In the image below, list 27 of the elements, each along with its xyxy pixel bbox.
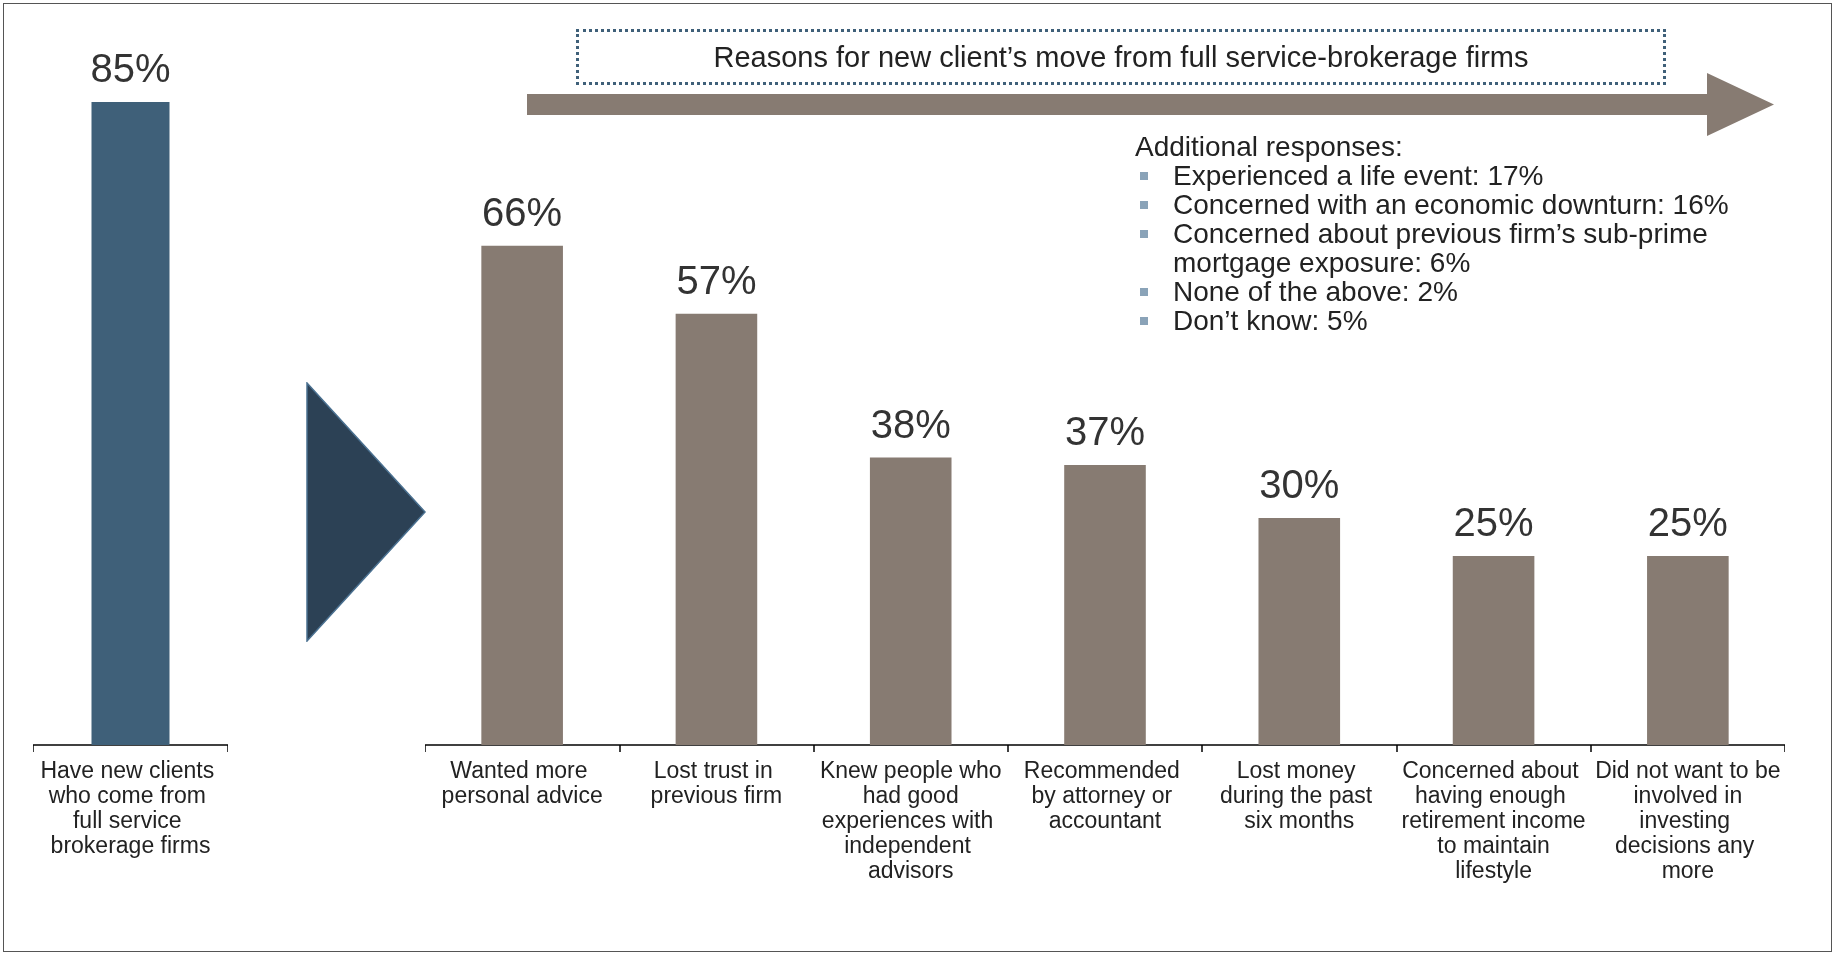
x-tick-label: Wanted more personal advice bbox=[441, 756, 603, 808]
x-tick-label: Lost trust in previous firm bbox=[650, 756, 783, 808]
bar bbox=[1064, 465, 1146, 745]
chart-title: Reasons for new client’s move from full service-brokerage firms bbox=[576, 29, 1666, 85]
data-label: 25% bbox=[1647, 499, 1728, 544]
bar bbox=[481, 245, 563, 745]
data-label: 57% bbox=[676, 257, 757, 302]
bar bbox=[1647, 555, 1729, 745]
data-label: 37% bbox=[1064, 409, 1146, 454]
bar bbox=[675, 313, 758, 745]
x-tick-label: Have new clients who come from full service brokerage firms bbox=[40, 756, 221, 858]
annotation: Concerned about previous firm’s sub-prime mortgage exposure: 6% bbox=[1173, 218, 1709, 278]
data-label: 30% bbox=[1259, 462, 1340, 507]
data-label: 38% bbox=[870, 401, 951, 446]
data-label: 25% bbox=[1453, 499, 1534, 544]
annotation: Don’t know: 5% bbox=[1173, 305, 1368, 336]
x-tick-label: Recommended by attorney or accountant bbox=[1023, 756, 1187, 833]
data-label: 85% bbox=[90, 46, 171, 90]
text: Additional responses: bbox=[1135, 131, 1404, 162]
data-label: 66% bbox=[482, 189, 563, 234]
bar bbox=[1258, 518, 1341, 745]
x-tick-label: Knew people who had good experiences with independent advisors bbox=[819, 756, 1002, 883]
bar bbox=[869, 457, 952, 745]
bar bbox=[1452, 555, 1535, 745]
x-tick-label: Concerned about having enough retirement income to maintain lifestyle bbox=[1401, 756, 1586, 883]
x-tick-label: Lost money during the past six months bbox=[1220, 756, 1379, 833]
x-tick-label: Did not want to be involved in investing decisions any more bbox=[1595, 756, 1781, 883]
